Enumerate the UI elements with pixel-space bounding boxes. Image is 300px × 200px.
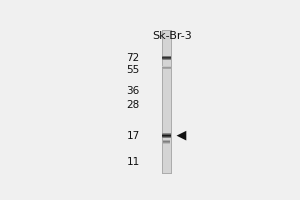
Text: 72: 72 (127, 53, 140, 63)
Bar (163, 140, 170, 141)
Bar (162, 133, 171, 134)
Text: 11: 11 (127, 157, 140, 167)
Bar (163, 141, 170, 142)
Text: 36: 36 (127, 86, 140, 96)
Text: 28: 28 (127, 100, 140, 110)
Bar (162, 59, 171, 60)
Text: 55: 55 (127, 65, 140, 75)
Bar (162, 136, 171, 137)
Bar (163, 140, 170, 141)
Bar (162, 30, 171, 173)
Text: 17: 17 (127, 131, 140, 141)
Bar (162, 66, 171, 67)
Bar (162, 59, 171, 60)
Bar (163, 143, 170, 144)
Bar (162, 137, 171, 138)
Bar (163, 141, 170, 142)
Bar (162, 58, 171, 59)
Text: Sk-Br-3: Sk-Br-3 (152, 31, 192, 41)
Bar (162, 136, 171, 137)
Bar (163, 142, 170, 143)
Bar (162, 56, 171, 57)
Polygon shape (176, 131, 186, 141)
Bar (162, 67, 171, 68)
Bar (162, 56, 171, 57)
Bar (162, 66, 171, 67)
Bar (162, 134, 171, 135)
Bar (162, 135, 171, 136)
Bar (162, 68, 171, 69)
Bar (162, 57, 171, 58)
Bar (162, 58, 171, 59)
Bar (162, 135, 171, 136)
Bar (162, 67, 171, 68)
Bar (162, 134, 171, 135)
Bar (162, 137, 171, 138)
Bar (162, 68, 171, 69)
